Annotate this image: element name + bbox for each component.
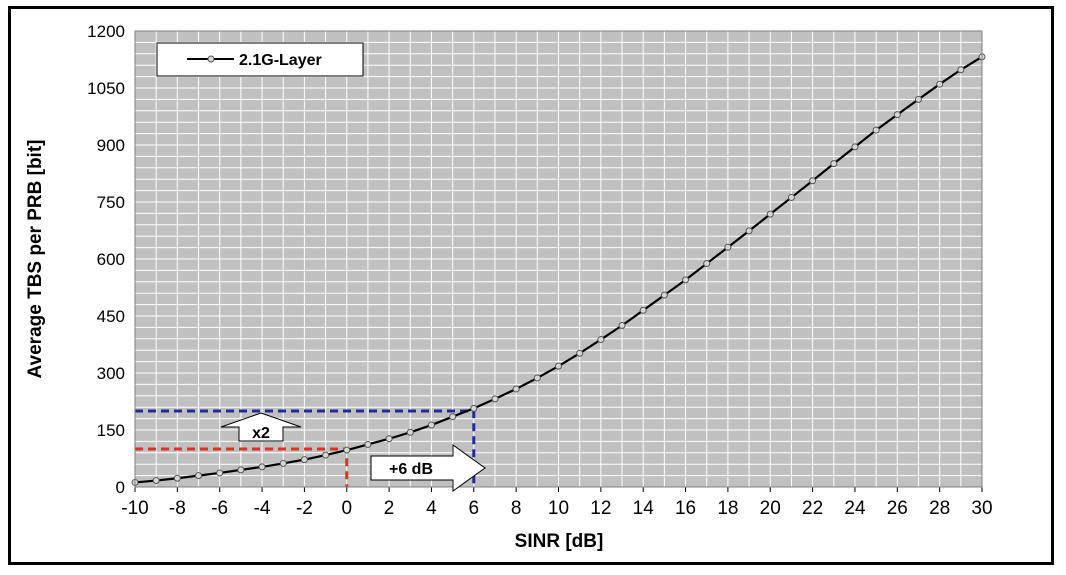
x-tick-label: 26 (887, 498, 908, 519)
data-point (216, 469, 224, 477)
arrow-up-label: x2 (252, 425, 270, 442)
y-tick-label: 1200 (87, 22, 125, 41)
data-point (237, 466, 245, 474)
y-tick-label: 150 (97, 421, 125, 440)
y-tick-label: 1050 (87, 79, 125, 98)
data-point (258, 463, 266, 471)
y-tick-label: 750 (97, 193, 125, 212)
data-point (766, 210, 774, 218)
y-tick-label: 450 (97, 307, 125, 326)
x-tick-label: 28 (929, 498, 950, 519)
data-point (809, 177, 817, 185)
data-point (385, 435, 393, 443)
arrow-right: +6 dB (370, 444, 486, 492)
chart-frame: -10 -8 -6 -4 -2 0 2 4 6 8 10 12 14 16 18 20 22 24 26 28 30 0 1… (8, 6, 1054, 565)
arrow-up: x2 (220, 412, 302, 442)
data-point (660, 291, 668, 299)
data-point (512, 385, 520, 393)
data-point (787, 193, 795, 201)
data-point (703, 260, 711, 268)
data-point (851, 143, 859, 151)
arrow-right-label: +6 dB (389, 461, 433, 478)
x-tick-label: -2 (296, 498, 313, 519)
x-tick-label: -10 (121, 498, 148, 519)
series (131, 53, 986, 486)
x-tick-label: -4 (254, 498, 271, 519)
legend-label: 2.1G-Layer (239, 52, 322, 69)
x-tick-label: 18 (717, 498, 738, 519)
grid (134, 30, 983, 488)
data-point (364, 440, 372, 448)
x-tick-label: 2 (384, 498, 395, 519)
data-point (300, 456, 308, 464)
plot-border (134, 30, 983, 488)
data-point (914, 95, 922, 103)
data-point (427, 421, 435, 429)
data-point (639, 306, 647, 314)
x-tick-label: -8 (169, 498, 186, 519)
data-point (724, 243, 732, 251)
data-point (343, 446, 351, 454)
y-tick-label: 600 (97, 250, 125, 269)
data-point (682, 276, 690, 284)
x-tick-label: 14 (633, 498, 655, 519)
data-point (597, 336, 605, 344)
x-tick-label: 4 (426, 498, 437, 519)
y-axis-label: Average TBS per PRB [bit] (25, 140, 46, 379)
data-point (830, 160, 838, 168)
x-tick-label: 6 (469, 498, 480, 519)
x-tick-label: 24 (844, 498, 866, 519)
data-point (555, 362, 562, 370)
x-tick-label: 30 (971, 498, 992, 519)
x-axis-label: SINR [dB] (515, 531, 604, 552)
data-point (449, 413, 457, 421)
chart-svg: -10 -8 -6 -4 -2 0 2 4 6 8 10 12 14 16 18 20 22 24 26 28 3001… (25, 22, 993, 552)
x-tick-label: 8 (511, 498, 522, 519)
y-tick-label: 300 (97, 364, 125, 383)
data-point (872, 126, 880, 134)
data-point (936, 80, 944, 88)
data-point (470, 404, 478, 412)
legend: 2.1G-Layer (156, 42, 364, 77)
data-point (491, 395, 499, 403)
y-tick-label: 900 (97, 136, 125, 155)
data-point (576, 349, 584, 357)
x-tick-label: 12 (590, 498, 611, 519)
data-point (533, 374, 541, 382)
data-point (322, 451, 330, 459)
ticks: -10 -8 -6 -4 -2 0 2 4 6 8 10 12 14 16 18 20 22 24 26 28 3001… (87, 22, 992, 519)
x-tick-label: -6 (211, 498, 228, 519)
data-point (152, 477, 160, 485)
x-tick-label: 22 (802, 498, 823, 519)
y-tick-label: 0 (116, 478, 125, 497)
x-tick-label: 10 (548, 498, 569, 519)
data-point (406, 428, 414, 436)
data-point (618, 322, 626, 329)
x-tick-label: 16 (675, 498, 696, 519)
data-point (745, 227, 753, 235)
x-tick-label: 20 (760, 498, 781, 519)
data-point (173, 474, 181, 482)
x-tick-label: 0 (341, 498, 352, 519)
data-point (957, 66, 965, 74)
data-point (893, 111, 901, 119)
data-point (195, 472, 203, 480)
data-point (279, 459, 287, 467)
